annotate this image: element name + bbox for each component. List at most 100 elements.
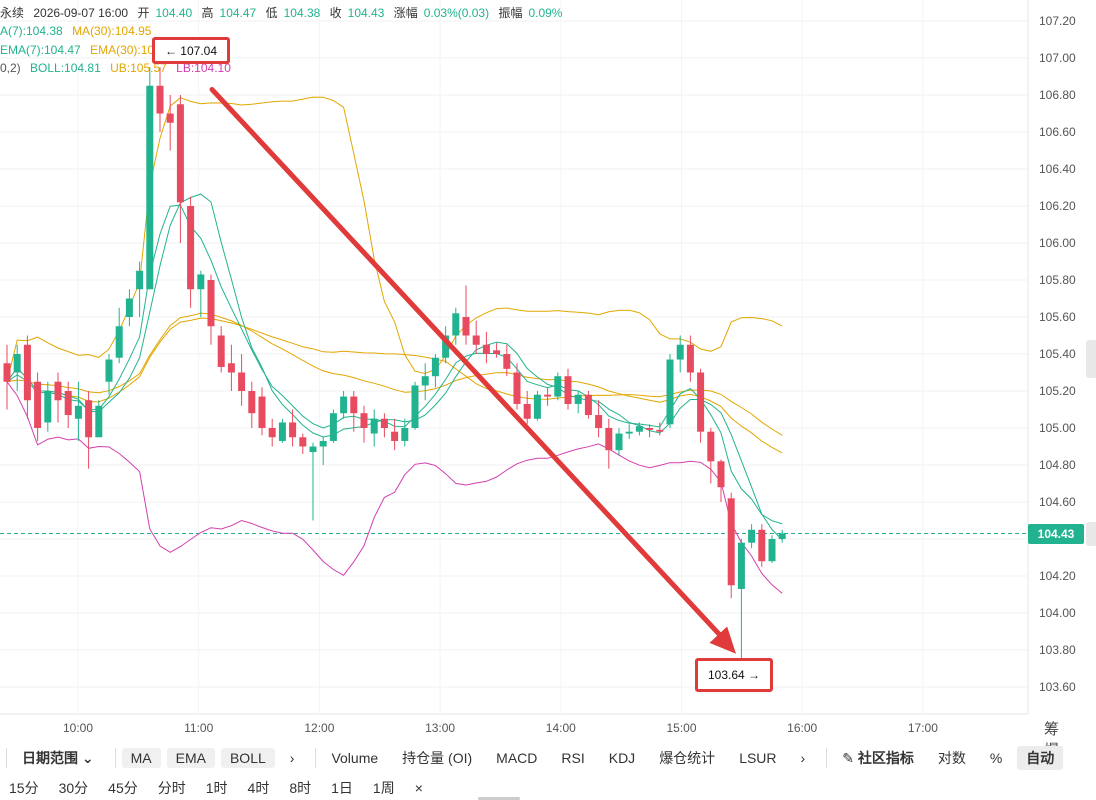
- candle: [635, 422, 643, 436]
- candle-body: [299, 437, 307, 447]
- candle: [370, 409, 378, 447]
- change-value: 0.03%(0.03): [423, 6, 490, 20]
- interval-45m[interactable]: 45分: [108, 780, 138, 796]
- ema7-line: [6, 204, 783, 525]
- candle: [533, 391, 541, 421]
- chevron-down-icon: ⌄: [81, 750, 94, 766]
- interval-1d[interactable]: 1日: [331, 780, 353, 796]
- candle-body: [574, 394, 582, 404]
- more-main-indicators-button[interactable]: ›: [289, 750, 295, 766]
- kdj-button[interactable]: KDJ: [608, 750, 636, 766]
- x-tick-label: 11:00: [184, 721, 213, 735]
- interval-30m[interactable]: 30分: [58, 780, 89, 796]
- candle: [564, 368, 572, 410]
- horizontal-scrollbar[interactable]: [478, 797, 520, 800]
- arrow-annotation: [209, 86, 736, 654]
- candle-body: [197, 274, 205, 290]
- x-tick-label: 14:00: [546, 721, 576, 735]
- candle-body: [758, 529, 766, 562]
- high-label: 高: [201, 6, 214, 20]
- candle: [74, 381, 82, 441]
- auto-scale-button[interactable]: 自动: [1017, 746, 1064, 770]
- candle: [482, 331, 490, 364]
- candle-body: [401, 428, 409, 441]
- low-value: 104.38: [283, 6, 321, 20]
- community-indicators-button[interactable]: ✎ 社区指标: [833, 746, 923, 770]
- candle: [411, 381, 419, 430]
- boll-button[interactable]: BOLL: [220, 748, 275, 768]
- candle-body: [646, 428, 654, 430]
- symbol-name: 永续: [0, 6, 25, 20]
- grid-lines: [0, 0, 1029, 715]
- candle: [625, 424, 633, 440]
- ub-value: UB:105.57: [110, 61, 167, 75]
- candle-body: [105, 359, 113, 382]
- candle: [3, 344, 11, 410]
- open-interest-button[interactable]: 持仓量 (OI): [402, 750, 473, 766]
- candle: [166, 95, 174, 151]
- interval-4h[interactable]: 4时: [247, 780, 270, 796]
- candle: [34, 372, 42, 441]
- candle: [656, 422, 664, 436]
- candle: [544, 387, 552, 406]
- candle-body: [125, 298, 133, 317]
- candle-body: [380, 418, 388, 428]
- candle: [319, 437, 327, 465]
- more-sub-indicators-button[interactable]: ›: [800, 750, 806, 766]
- candle-body: [340, 396, 348, 414]
- lsur-button[interactable]: LSUR: [739, 750, 777, 766]
- candle-body: [146, 85, 154, 290]
- percent-scale-button[interactable]: %: [989, 750, 1003, 766]
- price-side-handle[interactable]: [1086, 522, 1096, 546]
- candlestick-chart[interactable]: 107.20 107.00 106.80 106.60 106.40 106.20 106.…: [0, 0, 1096, 740]
- candle-body: [166, 113, 174, 123]
- interval-toolbar: 15分 30分 45分 分时 1时 4时 8时 1日 1周 ×: [0, 776, 1096, 800]
- y-tick-label: 103.80: [1039, 643, 1076, 657]
- candle: [421, 363, 429, 401]
- boll-lower-line: [6, 381, 783, 594]
- candle-body: [13, 354, 21, 373]
- y-tick-label: 105.60: [1039, 310, 1076, 324]
- y-tick-label: 107.00: [1039, 51, 1076, 65]
- side-expand-handle[interactable]: [1086, 340, 1096, 378]
- candle: [146, 67, 154, 290]
- candle: [217, 326, 225, 373]
- candle-body: [95, 405, 103, 438]
- candle-body: [482, 344, 490, 354]
- y-tick-label: 105.20: [1039, 384, 1076, 398]
- candle: [615, 428, 623, 456]
- interval-15m[interactable]: 15分: [9, 780, 39, 796]
- candle-body: [707, 431, 715, 462]
- interval-1w[interactable]: 1周: [372, 780, 395, 796]
- interval-8h[interactable]: 8时: [289, 780, 312, 796]
- close-icon[interactable]: ×: [414, 780, 423, 796]
- candle-body: [3, 363, 11, 382]
- x-tick-label: 17:00: [908, 721, 938, 735]
- x-tick-label: 15:00: [666, 721, 696, 735]
- y-tick-label: 104.00: [1039, 606, 1076, 620]
- log-scale-button[interactable]: 对数: [937, 750, 966, 766]
- macd-button[interactable]: MACD: [496, 750, 538, 766]
- low-label: 低: [265, 6, 278, 20]
- candle-body: [115, 326, 123, 358]
- ema-button[interactable]: EMA: [166, 748, 215, 768]
- liquidation-stats-button[interactable]: 爆仓统计: [659, 750, 716, 766]
- candle: [768, 535, 776, 564]
- candle: [95, 400, 103, 438]
- edit-icon: ✎: [842, 750, 854, 766]
- ma-button[interactable]: MA: [121, 748, 161, 768]
- candle-body: [54, 381, 62, 401]
- candle: [360, 405, 368, 443]
- candle: [238, 354, 246, 406]
- candle-body: [748, 529, 756, 543]
- ma7-line: [6, 193, 783, 541]
- volume-button[interactable]: Volume: [331, 750, 379, 766]
- date-range-button[interactable]: 日期范围 ⌄: [13, 746, 103, 770]
- interval-timeshare[interactable]: 分时: [157, 780, 186, 796]
- candle-body: [778, 533, 786, 539]
- candle: [574, 391, 582, 414]
- candle: [391, 418, 399, 451]
- rsi-button[interactable]: RSI: [561, 750, 585, 766]
- interval-1h[interactable]: 1时: [205, 780, 228, 796]
- candle: [717, 459, 725, 502]
